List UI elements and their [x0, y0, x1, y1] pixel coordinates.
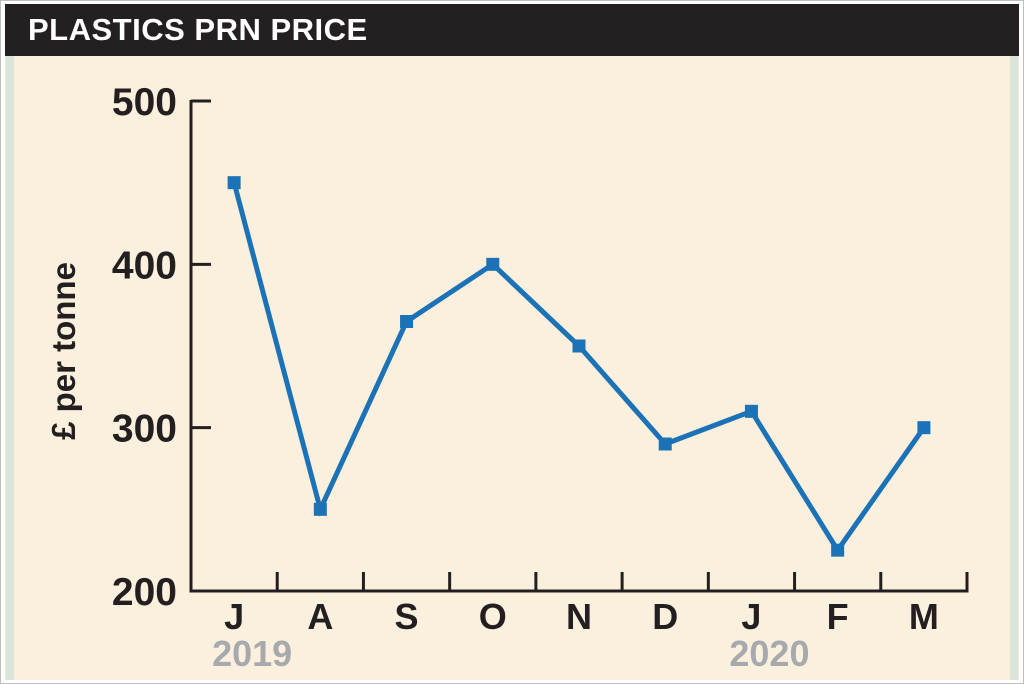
data-point-marker [486, 257, 500, 271]
data-point-marker [572, 339, 586, 353]
month-label: A [307, 596, 333, 637]
panel-left-edge-strip [6, 56, 14, 680]
year-label: 2020 [729, 633, 809, 674]
month-label: O [479, 596, 507, 637]
y-axis-title: £ per tonne [45, 262, 82, 440]
y-tick-label: 200 [112, 571, 177, 614]
y-tick-label: 500 [112, 81, 177, 124]
month-label: M [909, 596, 939, 637]
data-point-marker [917, 421, 931, 435]
month-label: J [741, 596, 761, 637]
data-point-marker [227, 176, 241, 190]
month-label: N [566, 596, 592, 637]
month-label: S [395, 596, 419, 637]
price-line [231, 182, 926, 555]
panel-right-edge-strip [1010, 56, 1018, 680]
y-tick-label: 300 [112, 408, 177, 451]
data-point-marker [744, 404, 758, 418]
chart-title-bar: PLASTICS PRN PRICE [5, 4, 1019, 56]
y-tick-label: 400 [112, 244, 177, 287]
chart-panel [5, 56, 1019, 680]
month-label: D [652, 596, 678, 637]
month-label: J [224, 596, 244, 637]
data-point-marker [658, 437, 672, 451]
year-label: 2019 [212, 633, 292, 674]
data-point-marker [400, 315, 414, 328]
data-point-marker [313, 502, 327, 516]
chart-title: PLASTICS PRN PRICE [28, 11, 368, 47]
data-point-marker [831, 543, 845, 557]
month-label: F [827, 596, 849, 637]
